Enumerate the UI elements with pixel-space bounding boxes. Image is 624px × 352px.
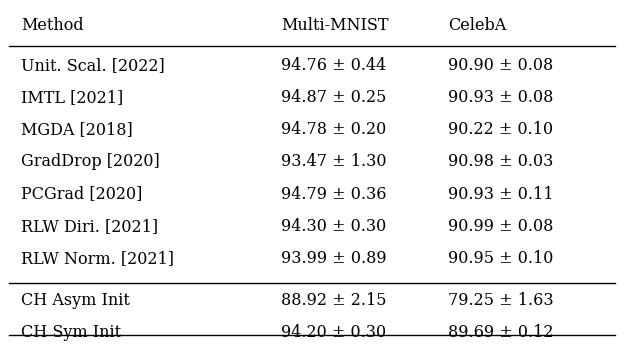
Text: MGDA [2018]: MGDA [2018]: [21, 121, 133, 138]
Text: 90.93 ± 0.08: 90.93 ± 0.08: [448, 89, 553, 106]
Text: Unit. Scal. [2022]: Unit. Scal. [2022]: [21, 57, 165, 74]
Text: GradDrop [2020]: GradDrop [2020]: [21, 153, 160, 170]
Text: Multi-MNIST: Multi-MNIST: [281, 17, 389, 34]
Text: IMTL [2021]: IMTL [2021]: [21, 89, 124, 106]
Text: 93.47 ± 1.30: 93.47 ± 1.30: [281, 153, 387, 170]
Text: 88.92 ± 2.15: 88.92 ± 2.15: [281, 292, 387, 309]
Text: 89.69 ± 0.12: 89.69 ± 0.12: [448, 325, 553, 341]
Text: 90.98 ± 0.03: 90.98 ± 0.03: [448, 153, 553, 170]
Text: 79.25 ± 1.63: 79.25 ± 1.63: [448, 292, 553, 309]
Text: 90.93 ± 0.11: 90.93 ± 0.11: [448, 186, 553, 202]
Text: 94.79 ± 0.36: 94.79 ± 0.36: [281, 186, 387, 202]
Text: 94.20 ± 0.30: 94.20 ± 0.30: [281, 325, 386, 341]
Text: 93.99 ± 0.89: 93.99 ± 0.89: [281, 250, 387, 267]
Text: RLW Norm. [2021]: RLW Norm. [2021]: [21, 250, 174, 267]
Text: CelebA: CelebA: [448, 17, 506, 34]
Text: 90.99 ± 0.08: 90.99 ± 0.08: [448, 218, 553, 235]
Text: PCGrad [2020]: PCGrad [2020]: [21, 186, 143, 202]
Text: 94.78 ± 0.20: 94.78 ± 0.20: [281, 121, 386, 138]
Text: 90.22 ± 0.10: 90.22 ± 0.10: [448, 121, 553, 138]
Text: 94.30 ± 0.30: 94.30 ± 0.30: [281, 218, 386, 235]
Text: 94.76 ± 0.44: 94.76 ± 0.44: [281, 57, 386, 74]
Text: Method: Method: [21, 17, 84, 34]
Text: RLW Diri. [2021]: RLW Diri. [2021]: [21, 218, 158, 235]
Text: 90.90 ± 0.08: 90.90 ± 0.08: [448, 57, 553, 74]
Text: CH Asym Init: CH Asym Init: [21, 292, 130, 309]
Text: 94.87 ± 0.25: 94.87 ± 0.25: [281, 89, 386, 106]
Text: 90.95 ± 0.10: 90.95 ± 0.10: [448, 250, 553, 267]
Text: CH Sym Init: CH Sym Init: [21, 325, 122, 341]
